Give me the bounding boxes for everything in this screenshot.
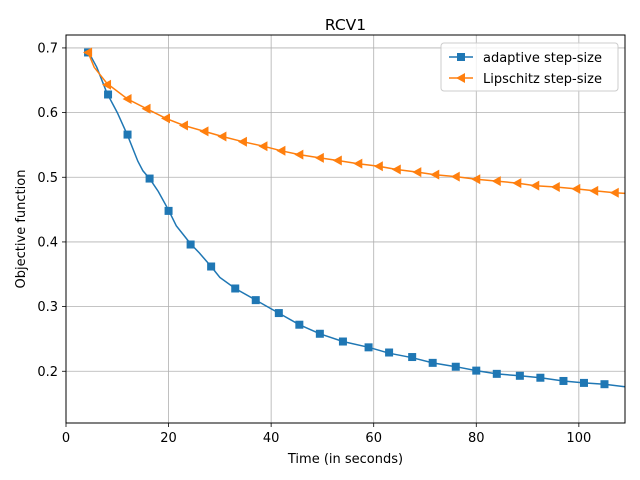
x-tick-label: 0	[62, 431, 70, 446]
y-tick-label: 0.3	[37, 300, 58, 315]
data-point-lipschitz	[102, 79, 112, 90]
data-point-lipschitz	[314, 152, 324, 163]
y-tick-label: 0.5	[37, 171, 58, 186]
data-point-adaptive	[385, 348, 394, 357]
grid	[65, 35, 625, 423]
data-point-adaptive	[536, 373, 545, 382]
data-point-lipschitz	[589, 185, 599, 196]
data-point-adaptive	[408, 353, 417, 362]
plot-frame	[65, 34, 626, 424]
data-point-adaptive	[364, 343, 373, 352]
data-point-lipschitz	[512, 178, 522, 189]
legend-box	[440, 42, 619, 92]
data-point-adaptive	[492, 369, 501, 378]
data-point-lipschitz	[471, 174, 481, 185]
legend: adaptive step-size Lipschitz step-size	[440, 42, 619, 92]
legend-marker-adaptive	[457, 53, 465, 61]
data-point-adaptive	[123, 130, 132, 139]
data-point-adaptive	[515, 371, 524, 380]
x-tick-label: 60	[365, 431, 382, 446]
data-point-adaptive	[104, 90, 113, 99]
data-point-lipschitz	[294, 149, 304, 160]
y-tick-label: 0.2	[37, 365, 58, 380]
x-tick-label: 20	[160, 431, 177, 446]
data-point-adaptive	[164, 206, 173, 215]
data-point-lipschitz	[332, 155, 342, 166]
data-point-lipschitz	[258, 141, 268, 152]
data-point-lipschitz	[391, 164, 401, 175]
data-point-lipschitz	[122, 94, 132, 105]
data-point-lipschitz	[609, 187, 619, 198]
data-point-adaptive	[428, 358, 437, 367]
data-point-lipschitz	[373, 161, 383, 172]
data-point-lipschitz	[412, 167, 422, 178]
data-point-adaptive	[559, 376, 568, 385]
data-point-lipschitz	[178, 120, 188, 131]
data-point-adaptive	[600, 380, 609, 389]
data-point-lipschitz	[491, 176, 501, 187]
legend-marker-lipschitz	[456, 73, 465, 83]
data-point-lipschitz	[217, 131, 227, 142]
data-point-adaptive	[251, 296, 260, 305]
y-tick-label: 0.6	[37, 106, 58, 121]
data-point-lipschitz	[530, 180, 540, 191]
data-point-adaptive	[472, 366, 481, 375]
data-point-lipschitz	[276, 145, 286, 156]
data-point-adaptive	[186, 240, 195, 249]
data-point-adaptive	[451, 362, 460, 371]
x-tick-label: 40	[263, 431, 280, 446]
y-tick-label: 0.7	[37, 41, 58, 56]
x-tick-label: 80	[468, 431, 485, 446]
series-group	[83, 47, 625, 389]
y-tick-label: 0.4	[37, 235, 58, 250]
data-point-lipschitz	[83, 47, 93, 58]
data-point-adaptive	[579, 378, 588, 387]
data-point-adaptive	[231, 284, 240, 293]
x-axis-label: Time (in seconds)	[287, 452, 403, 467]
data-point-adaptive	[274, 309, 283, 318]
legend-label-adaptive: adaptive step-size	[483, 51, 602, 66]
x-tick-label: 100	[566, 431, 591, 446]
data-point-lipschitz	[353, 158, 363, 169]
series-layer	[83, 47, 625, 389]
data-point-lipschitz	[550, 181, 560, 192]
data-point-lipschitz	[199, 126, 209, 137]
y-axis: 0.2 0.3 0.4 0.5 0.6 0.7	[37, 41, 66, 380]
data-point-lipschitz	[450, 171, 460, 182]
data-point-lipschitz	[141, 103, 151, 114]
data-point-adaptive	[315, 329, 324, 338]
y-axis-label: Objective function	[14, 170, 29, 289]
data-point-lipschitz	[571, 183, 581, 194]
data-point-lipschitz	[161, 113, 171, 124]
data-point-adaptive	[145, 174, 154, 183]
data-point-lipschitz	[237, 136, 247, 147]
legend-label-lipschitz: Lipschitz step-size	[483, 72, 602, 87]
data-point-adaptive	[338, 337, 347, 346]
data-point-adaptive	[295, 320, 304, 329]
chart-title: RCV1	[325, 16, 366, 34]
data-point-adaptive	[207, 262, 216, 271]
x-axis: 0 20 40 60 80 100	[62, 423, 591, 446]
data-point-lipschitz	[430, 169, 440, 180]
